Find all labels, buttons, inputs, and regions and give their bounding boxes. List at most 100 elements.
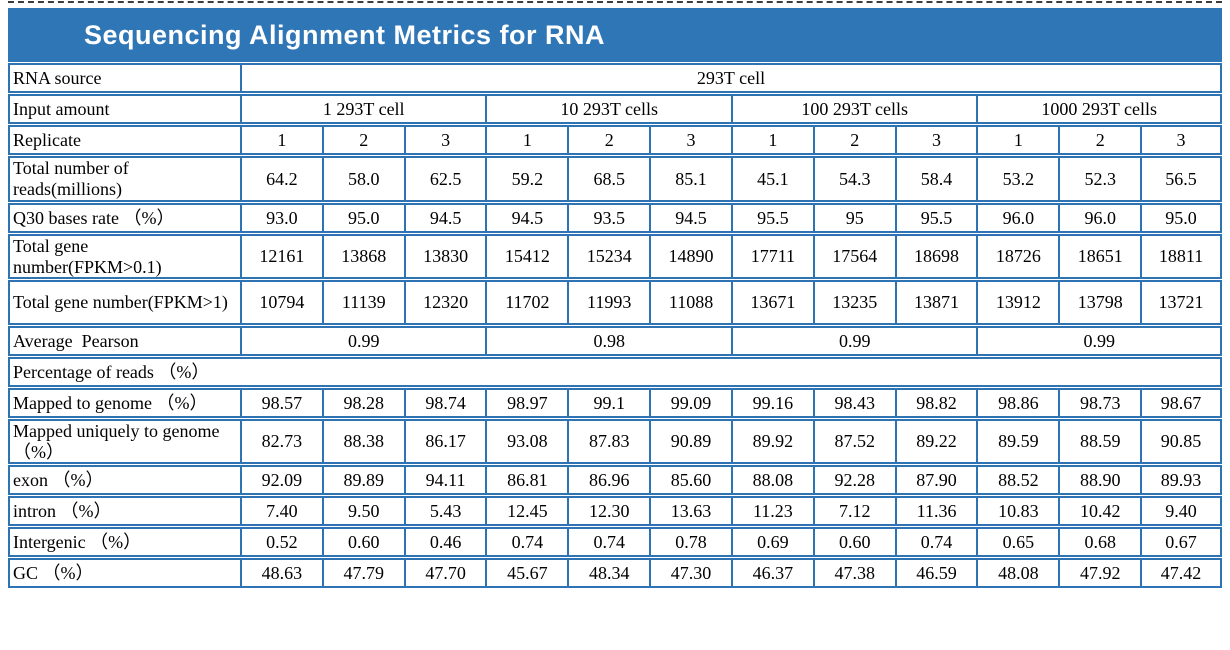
value-cell: 0.78: [649, 527, 731, 558]
value-cell: 98.73: [1058, 388, 1141, 419]
table-row: Q30 bases rate （%） 93.0 95.0 94.5 94.5 93.5 94…: [8, 203, 1222, 233]
row-label: exon （%）: [8, 465, 240, 496]
row-label: Total gene number(FPKM>0.1): [8, 234, 240, 280]
value-cell: 0.46: [403, 527, 486, 558]
value-cell: 18811: [1140, 234, 1222, 280]
value-cell: 92.28: [812, 465, 895, 496]
value-cell: 98.74: [403, 388, 486, 419]
value-cell: 18698: [894, 234, 977, 280]
value-cell: 93.08: [485, 419, 568, 465]
replicate-cell: 3: [894, 125, 977, 155]
value-cell: 85.60: [649, 465, 731, 496]
value-cell: 87.52: [812, 419, 895, 465]
table-row: Intergenic （%） 0.52 0.60 0.46 0.74 0.74 0.78 0.…: [8, 527, 1222, 558]
rna-source-row: RNA source 293T cell: [8, 63, 1222, 93]
input-amount-row: Input amount 1 293T cell 10 293T cells 1…: [8, 94, 1222, 124]
table-title-band: Sequencing Alignment Metrics for RNA: [8, 8, 1222, 62]
value-cell: 47.79: [321, 558, 404, 589]
value-cell: 9.40: [1140, 496, 1222, 527]
replicate-cell: 3: [1140, 125, 1222, 155]
pearson-value: 0.99: [730, 326, 977, 357]
value-cell: 98.97: [485, 388, 568, 419]
value-cell: 88.52: [976, 465, 1059, 496]
value-cell: 54.3: [812, 156, 895, 202]
value-cell: 92.09: [240, 465, 322, 496]
row-label: Intergenic （%）: [8, 527, 240, 558]
section-header-row: Percentage of reads （%）: [8, 357, 1222, 388]
table-head-rows: RNA source 293T cell Input amount 1 293T…: [8, 63, 1222, 155]
value-cell: 94.5: [485, 203, 568, 233]
input-group: 1 293T cell: [240, 94, 486, 124]
table-row: Mapped uniquely to genome （%） 82.73 88.38 8…: [8, 419, 1222, 465]
value-cell: 13721: [1140, 280, 1222, 326]
value-cell: 94.11: [403, 465, 486, 496]
value-cell: 10.83: [976, 496, 1059, 527]
table-row: Total gene number(FPKM>0.1) 12161 13868 138…: [8, 234, 1222, 280]
value-cell: 98.57: [240, 388, 322, 419]
value-cell: 88.08: [730, 465, 813, 496]
value-cell: 95.5: [894, 203, 977, 233]
replicate-cell: 1: [976, 125, 1059, 155]
value-cell: 11.36: [894, 496, 977, 527]
value-cell: 88.59: [1058, 419, 1141, 465]
value-cell: 99.09: [649, 388, 731, 419]
pearson-value: 0.99: [976, 326, 1222, 357]
value-cell: 11088: [649, 280, 731, 326]
value-cell: 90.89: [649, 419, 731, 465]
row-label: Total number of reads(millions): [8, 156, 240, 202]
value-cell: 10.42: [1058, 496, 1141, 527]
value-cell: 12.30: [567, 496, 650, 527]
value-cell: 13871: [894, 280, 977, 326]
value-cell: 99.1: [567, 388, 650, 419]
table-row: exon （%） 92.09 89.89 94.11 86.81 86.96 85.60 88…: [8, 465, 1222, 496]
value-cell: 82.73: [240, 419, 322, 465]
value-cell: 18651: [1058, 234, 1141, 280]
value-cell: 59.2: [485, 156, 568, 202]
pearson-value: 0.98: [485, 326, 731, 357]
value-cell: 93.0: [240, 203, 322, 233]
value-cell: 11702: [485, 280, 568, 326]
value-cell: 13798: [1058, 280, 1141, 326]
value-cell: 99.16: [730, 388, 813, 419]
value-cell: 94.5: [649, 203, 731, 233]
value-cell: 47.92: [1058, 558, 1141, 589]
value-cell: 11993: [567, 280, 650, 326]
value-cell: 64.2: [240, 156, 322, 202]
value-cell: 98.86: [976, 388, 1059, 419]
value-cell: 0.60: [321, 527, 404, 558]
replicate-cell: 2: [567, 125, 650, 155]
value-cell: 95.5: [730, 203, 813, 233]
value-cell: 0.68: [1058, 527, 1141, 558]
value-cell: 94.5: [403, 203, 486, 233]
value-cell: 0.74: [485, 527, 568, 558]
value-cell: 17711: [730, 234, 813, 280]
value-cell: 98.82: [894, 388, 977, 419]
value-cell: 5.43: [403, 496, 486, 527]
value-cell: 86.17: [403, 419, 486, 465]
value-cell: 98.28: [321, 388, 404, 419]
value-cell: 46.59: [894, 558, 977, 589]
value-cell: 15234: [567, 234, 650, 280]
value-cell: 18726: [976, 234, 1059, 280]
value-cell: 13.63: [649, 496, 731, 527]
value-cell: 48.08: [976, 558, 1059, 589]
value-cell: 17564: [812, 234, 895, 280]
row-label: Q30 bases rate （%）: [8, 203, 240, 233]
value-cell: 14890: [649, 234, 731, 280]
table-row: Mapped to genome （%） 98.57 98.28 98.74 98.97…: [8, 388, 1222, 419]
row-label: Total gene number(FPKM>1): [8, 280, 240, 326]
pearson-and-section-rows: Average Pearson 0.99 0.98 0.99 0.99 Perc…: [8, 326, 1222, 388]
value-cell: 95: [812, 203, 895, 233]
value-cell: 47.42: [1140, 558, 1222, 589]
value-cell: 15412: [485, 234, 568, 280]
replicate-cell: 2: [812, 125, 895, 155]
input-group: 1000 293T cells: [976, 94, 1222, 124]
value-cell: 89.59: [976, 419, 1059, 465]
value-cell: 13235: [812, 280, 895, 326]
value-cell: 89.92: [730, 419, 813, 465]
value-cell: 89.93: [1140, 465, 1222, 496]
table-row: intron （%） 7.40 9.50 5.43 12.45 12.30 13.63 11.…: [8, 496, 1222, 527]
value-cell: 93.5: [567, 203, 650, 233]
value-cell: 98.43: [812, 388, 895, 419]
value-cell: 87.83: [567, 419, 650, 465]
